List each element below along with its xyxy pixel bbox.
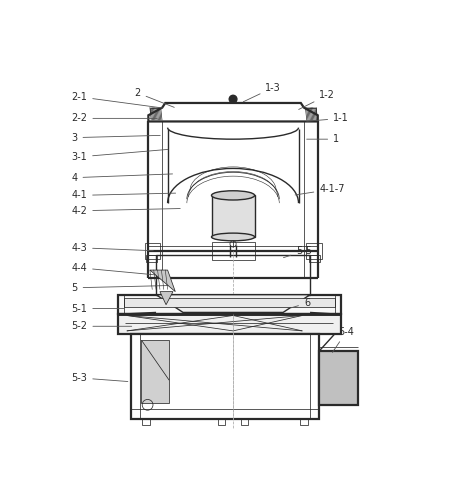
Bar [212, 242, 255, 260]
Text: 5: 5 [71, 283, 169, 293]
Bar [156, 256, 310, 295]
Bar [142, 418, 150, 425]
Text: 3-1: 3-1 [71, 149, 168, 162]
Bar [306, 243, 322, 259]
Polygon shape [160, 292, 173, 305]
Polygon shape [124, 298, 335, 307]
Bar [146, 256, 157, 261]
Bar [319, 351, 358, 405]
Text: 1-2: 1-2 [299, 90, 335, 109]
Bar [118, 314, 341, 334]
Bar [131, 334, 319, 418]
Text: 5-5: 5-5 [283, 246, 312, 258]
Text: 1-1: 1-1 [307, 113, 349, 123]
Text: 5-3: 5-3 [71, 373, 128, 383]
Text: 4-2: 4-2 [71, 206, 180, 216]
Text: 1-3: 1-3 [243, 83, 281, 102]
Bar [118, 295, 341, 314]
Circle shape [229, 95, 237, 103]
Bar [309, 256, 320, 261]
Ellipse shape [212, 191, 255, 200]
Polygon shape [156, 295, 310, 312]
Ellipse shape [212, 233, 255, 241]
Text: 5-2: 5-2 [71, 321, 132, 331]
Text: 2: 2 [134, 88, 174, 107]
Bar [305, 107, 316, 120]
Text: 6: 6 [291, 298, 310, 308]
Polygon shape [150, 270, 175, 292]
Bar [218, 418, 226, 425]
Polygon shape [148, 103, 318, 122]
Bar [150, 107, 161, 120]
Text: 5-1: 5-1 [71, 304, 124, 313]
Text: 2-2: 2-2 [71, 113, 157, 123]
Bar [212, 195, 255, 237]
Text: 4-4: 4-4 [71, 263, 159, 275]
Text: 4-1-7: 4-1-7 [295, 184, 345, 195]
Text: 4-1: 4-1 [71, 191, 175, 200]
Bar [300, 418, 308, 425]
Bar [241, 418, 249, 425]
Text: 4-3: 4-3 [71, 243, 153, 253]
Text: 2-1: 2-1 [71, 92, 162, 108]
Bar [144, 243, 160, 259]
Text: 5-4: 5-4 [332, 327, 354, 352]
Text: 3: 3 [71, 133, 160, 142]
Text: 4: 4 [71, 173, 173, 183]
Text: 1: 1 [307, 134, 339, 144]
Polygon shape [142, 340, 169, 403]
